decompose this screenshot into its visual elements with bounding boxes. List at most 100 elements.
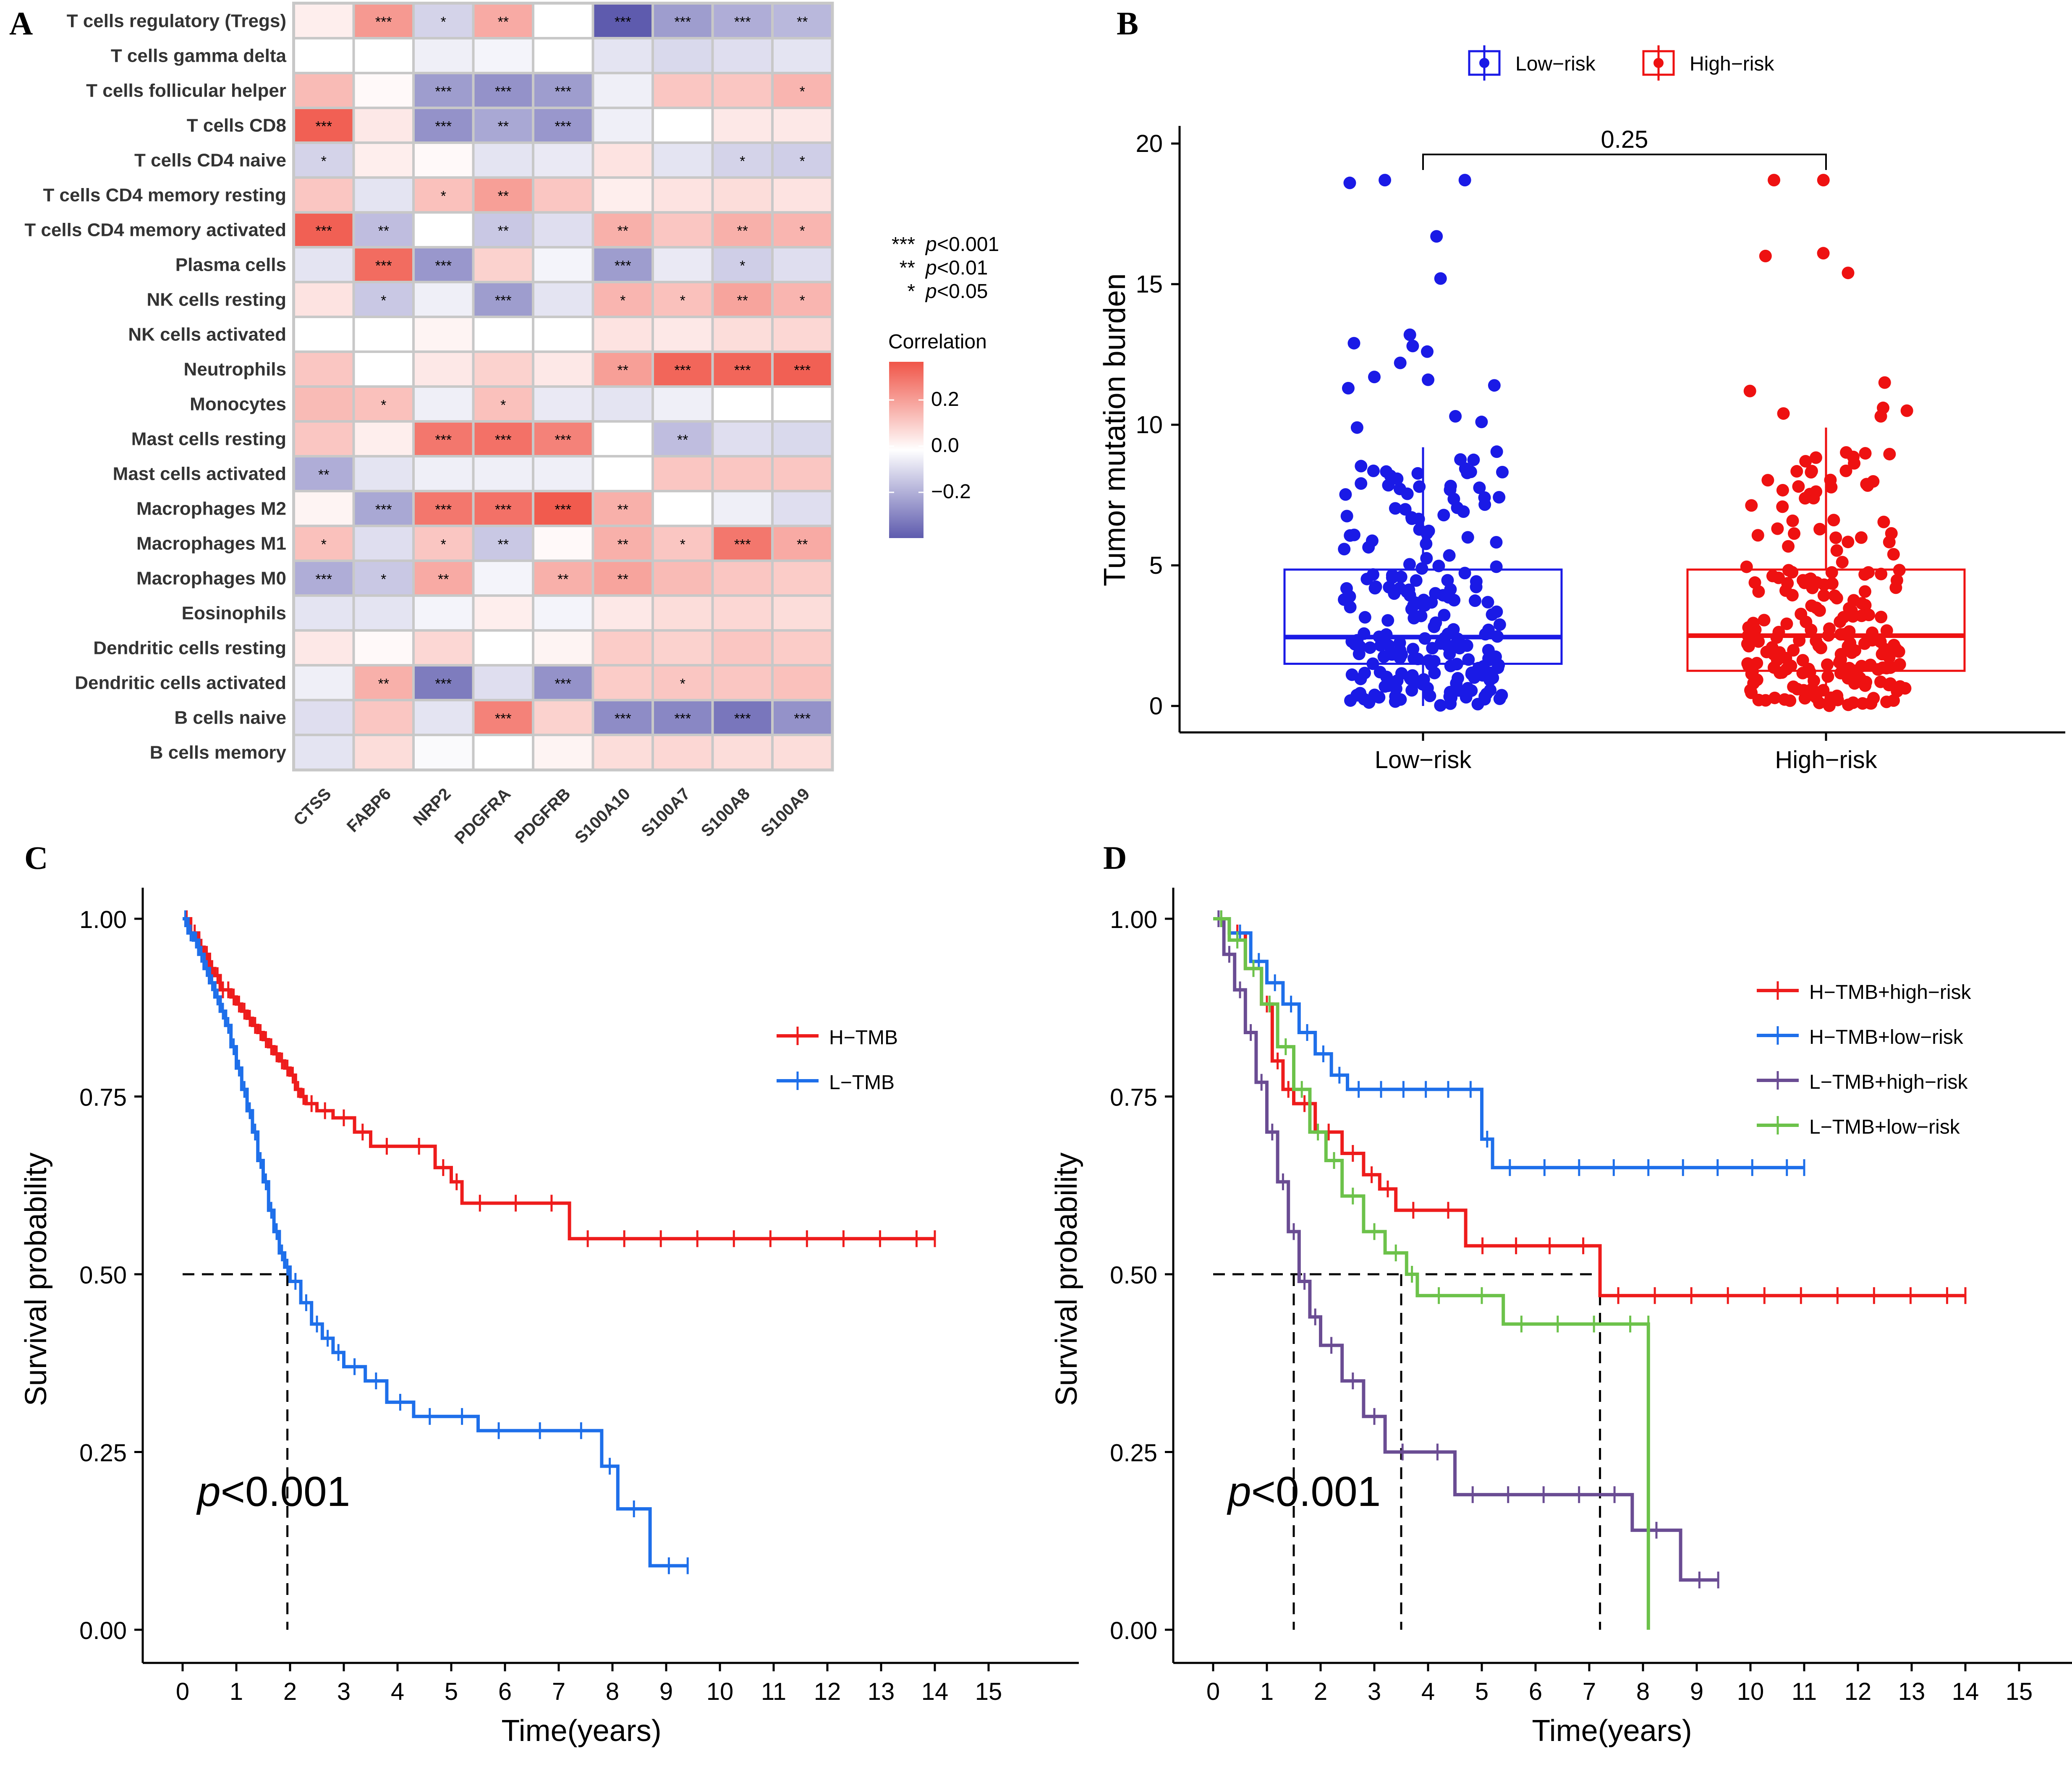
data-point (1818, 578, 1831, 591)
significance-legend-stars: * (907, 280, 915, 303)
data-point (1380, 670, 1393, 683)
x-tick-label: 2 (1314, 1678, 1327, 1705)
heatmap-cell (714, 283, 771, 316)
pvalue-text: p<0.001 (196, 1468, 350, 1515)
heatmap-cell (774, 39, 831, 72)
data-point (1805, 466, 1818, 479)
heatmap-cell (295, 736, 353, 768)
legend-key-dot (1653, 58, 1664, 68)
significance-stars: ** (498, 119, 509, 135)
data-point (1481, 596, 1494, 609)
heatmap-cell (534, 318, 592, 350)
data-point (1493, 491, 1506, 504)
pvalue-text: p<0.001 (1227, 1468, 1381, 1515)
heatmap-cell (714, 667, 771, 699)
significance-stars: * (740, 258, 745, 274)
heatmap-row-label: Neutrophils (184, 359, 286, 380)
data-point (1890, 574, 1903, 587)
heatmap-cell (774, 632, 831, 664)
x-tick-label: 2 (283, 1678, 297, 1705)
data-point (1786, 514, 1799, 527)
data-point (1353, 647, 1366, 660)
heatmap-row-label: T cells CD4 naive (134, 150, 286, 171)
significance-stars: ** (378, 223, 389, 239)
heatmap-row-label: Mast cells activated (113, 464, 286, 484)
heatmap-cell (474, 492, 532, 525)
data-point (1855, 531, 1868, 544)
data-point (1776, 484, 1789, 497)
heatmap-cell (654, 248, 712, 281)
significance-stars: *** (315, 572, 332, 588)
heatmap-cell (714, 527, 771, 559)
significance-stars: ** (737, 293, 748, 309)
significance-stars: *** (435, 84, 452, 100)
data-point (1830, 544, 1843, 557)
data-point (1438, 609, 1451, 622)
data-point (1468, 671, 1481, 684)
data-point (1833, 656, 1846, 669)
heatmap-cell (295, 318, 353, 350)
data-point (1877, 515, 1890, 528)
heatmap-row-label: Mast cells resting (131, 429, 286, 450)
heatmap-cell (474, 144, 532, 176)
x-tick-label: 11 (1792, 1678, 1817, 1705)
data-point (1461, 531, 1474, 544)
y-tick-label: 0.75 (1110, 1084, 1157, 1111)
data-point (1407, 643, 1420, 656)
data-point (1849, 667, 1862, 680)
heatmap-cell (355, 283, 412, 316)
heatmap-cell (534, 701, 592, 734)
data-point (1817, 247, 1830, 260)
data-point (1344, 694, 1357, 707)
heatmap-cell (295, 388, 353, 420)
heatmap-cell (534, 562, 592, 594)
x-tick-label: 6 (498, 1678, 512, 1705)
heatmap-cell (654, 109, 712, 141)
data-point (1339, 488, 1352, 501)
heatmap-cell (474, 388, 532, 420)
data-point (1410, 574, 1423, 587)
significance-stars: *** (495, 502, 512, 518)
heatmap-cell (714, 492, 771, 525)
heatmap-cell (415, 179, 472, 211)
significance-legend-threshold: <0.05 (937, 280, 988, 303)
significance-legend-stars: *** (892, 233, 915, 256)
x-tick-label: 9 (659, 1678, 673, 1705)
heatmap-cell (594, 597, 651, 629)
heatmap-cell (415, 701, 472, 734)
pvalue-italic-p: p (196, 1468, 221, 1515)
heatmap-row-label: NK cells activated (128, 324, 286, 345)
heatmap-cell (415, 39, 472, 72)
data-point (1406, 340, 1419, 353)
panel-label-b: B (1117, 5, 1138, 42)
data-point (1859, 679, 1872, 692)
data-point (1490, 560, 1503, 573)
heatmap-cell (534, 74, 592, 107)
x-tick-label: High−risk (1775, 746, 1877, 774)
heatmap-cell (774, 318, 831, 350)
x-tick-label: 10 (1737, 1678, 1764, 1705)
data-point (1445, 691, 1458, 704)
x-tick-label: 9 (1690, 1678, 1703, 1705)
data-point (1403, 589, 1416, 602)
data-point (1343, 176, 1356, 189)
data-point (1787, 644, 1800, 657)
data-point (1747, 677, 1760, 690)
x-tick-label: 6 (1529, 1678, 1542, 1705)
data-point (1884, 677, 1897, 690)
significance-stars: * (321, 537, 327, 553)
data-point (1495, 689, 1508, 702)
heatmap-cell (415, 667, 472, 699)
significance-stars: *** (435, 119, 452, 135)
survival-curve (1213, 917, 1965, 1297)
data-point (1389, 690, 1402, 703)
heatmap-cell (534, 667, 592, 699)
heatmap-cell (654, 144, 712, 176)
heatmap-row-label: NK cells resting (147, 290, 286, 310)
data-point (1742, 659, 1755, 672)
data-point (1788, 527, 1801, 540)
heatmap-cell (654, 632, 712, 664)
heatmap-cell (295, 353, 353, 385)
heatmap-cell (415, 457, 472, 490)
data-point (1496, 465, 1509, 478)
